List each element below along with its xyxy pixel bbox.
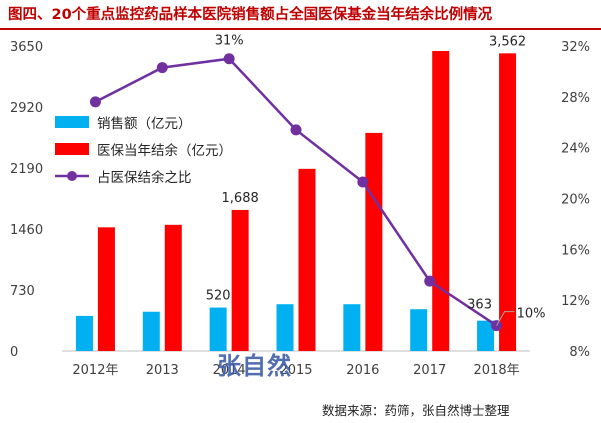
data-label: 10%	[517, 307, 546, 322]
x-axis-tick-label: 2018年	[474, 363, 520, 378]
x-axis-tick-label: 2015	[279, 363, 312, 378]
sales-bar	[343, 304, 361, 351]
sales-bar	[209, 307, 227, 351]
watermark: 张自然	[217, 352, 292, 380]
left-axis-tick-label: 0	[10, 345, 18, 360]
data-label-leader	[496, 311, 515, 326]
chart-area: 0 730 1460 2190 2920 3650 8% 12% 16% 20% 24% 28% 32%…	[0, 30, 601, 395]
legend-swatch	[55, 143, 89, 155]
sales-bar	[410, 309, 428, 351]
right-axis-tick-label: 16%	[561, 243, 590, 258]
left-axis-tick-label: 1460	[10, 223, 43, 238]
x-axis-tick-label: 2013	[146, 363, 179, 378]
ratio-point	[223, 53, 235, 65]
legend-swatch	[55, 116, 89, 128]
data-label: 3,562	[489, 34, 526, 49]
x-axis-tick-label: 2012年	[72, 363, 118, 378]
ratio-point	[424, 275, 436, 287]
data-label: 1,688	[222, 191, 259, 206]
left-axis-tick-label: 3650	[10, 40, 43, 55]
right-axis-tick-label: 20%	[561, 193, 590, 208]
surplus-bar	[164, 224, 182, 351]
combo-chart: 0 730 1460 2190 2920 3650 8% 12% 16% 20% 24% 28% 32%…	[10, 34, 590, 378]
right-axis-tick-label: 24%	[561, 142, 590, 157]
ratio-point	[156, 62, 168, 74]
ratio-point	[89, 96, 101, 108]
surplus-bar	[97, 227, 115, 351]
legend-label: 医保当年结余（亿元）	[97, 142, 232, 159]
legend-marker	[67, 171, 77, 181]
x-axis-tick-label: 2017	[413, 363, 446, 378]
right-axis-tick-label: 32%	[561, 40, 590, 55]
surplus-bar	[499, 53, 517, 351]
x-axis-tick-label: 2016	[346, 363, 379, 378]
left-axis-tick-label: 2920	[10, 101, 43, 116]
sales-bar	[75, 315, 93, 351]
data-label: 31%	[215, 34, 244, 49]
sales-bar	[276, 304, 294, 351]
surplus-bar	[365, 132, 383, 351]
right-axis-tick-label: 8%	[569, 345, 590, 360]
surplus-bar	[231, 209, 249, 351]
legend-label: 销售额（亿元）	[97, 116, 192, 132]
right-axis-tick-label: 28%	[561, 91, 590, 106]
ratio-point	[290, 124, 302, 136]
data-label: 363	[467, 298, 492, 313]
x-axis-tick-label: 2014	[213, 363, 246, 378]
surplus-bar	[432, 51, 450, 351]
chart-title: 图四、20个重点监控药品样本医院销售额占全国医保基金当年结余比例情况	[8, 7, 493, 23]
legend-label: 占医保结余之比	[97, 169, 192, 186]
right-axis-tick-label: 12%	[561, 294, 590, 309]
source-note: 数据来源：药筛，张自然博士整理	[322, 403, 510, 418]
left-axis-tick-label: 730	[10, 284, 35, 299]
sales-bar	[477, 320, 495, 351]
title-underline	[0, 28, 601, 30]
surplus-bar	[298, 168, 316, 351]
data-label: 520	[206, 289, 231, 304]
sales-bar	[142, 311, 160, 351]
ratio-point	[357, 176, 369, 188]
left-axis-tick-label: 2190	[10, 162, 43, 177]
